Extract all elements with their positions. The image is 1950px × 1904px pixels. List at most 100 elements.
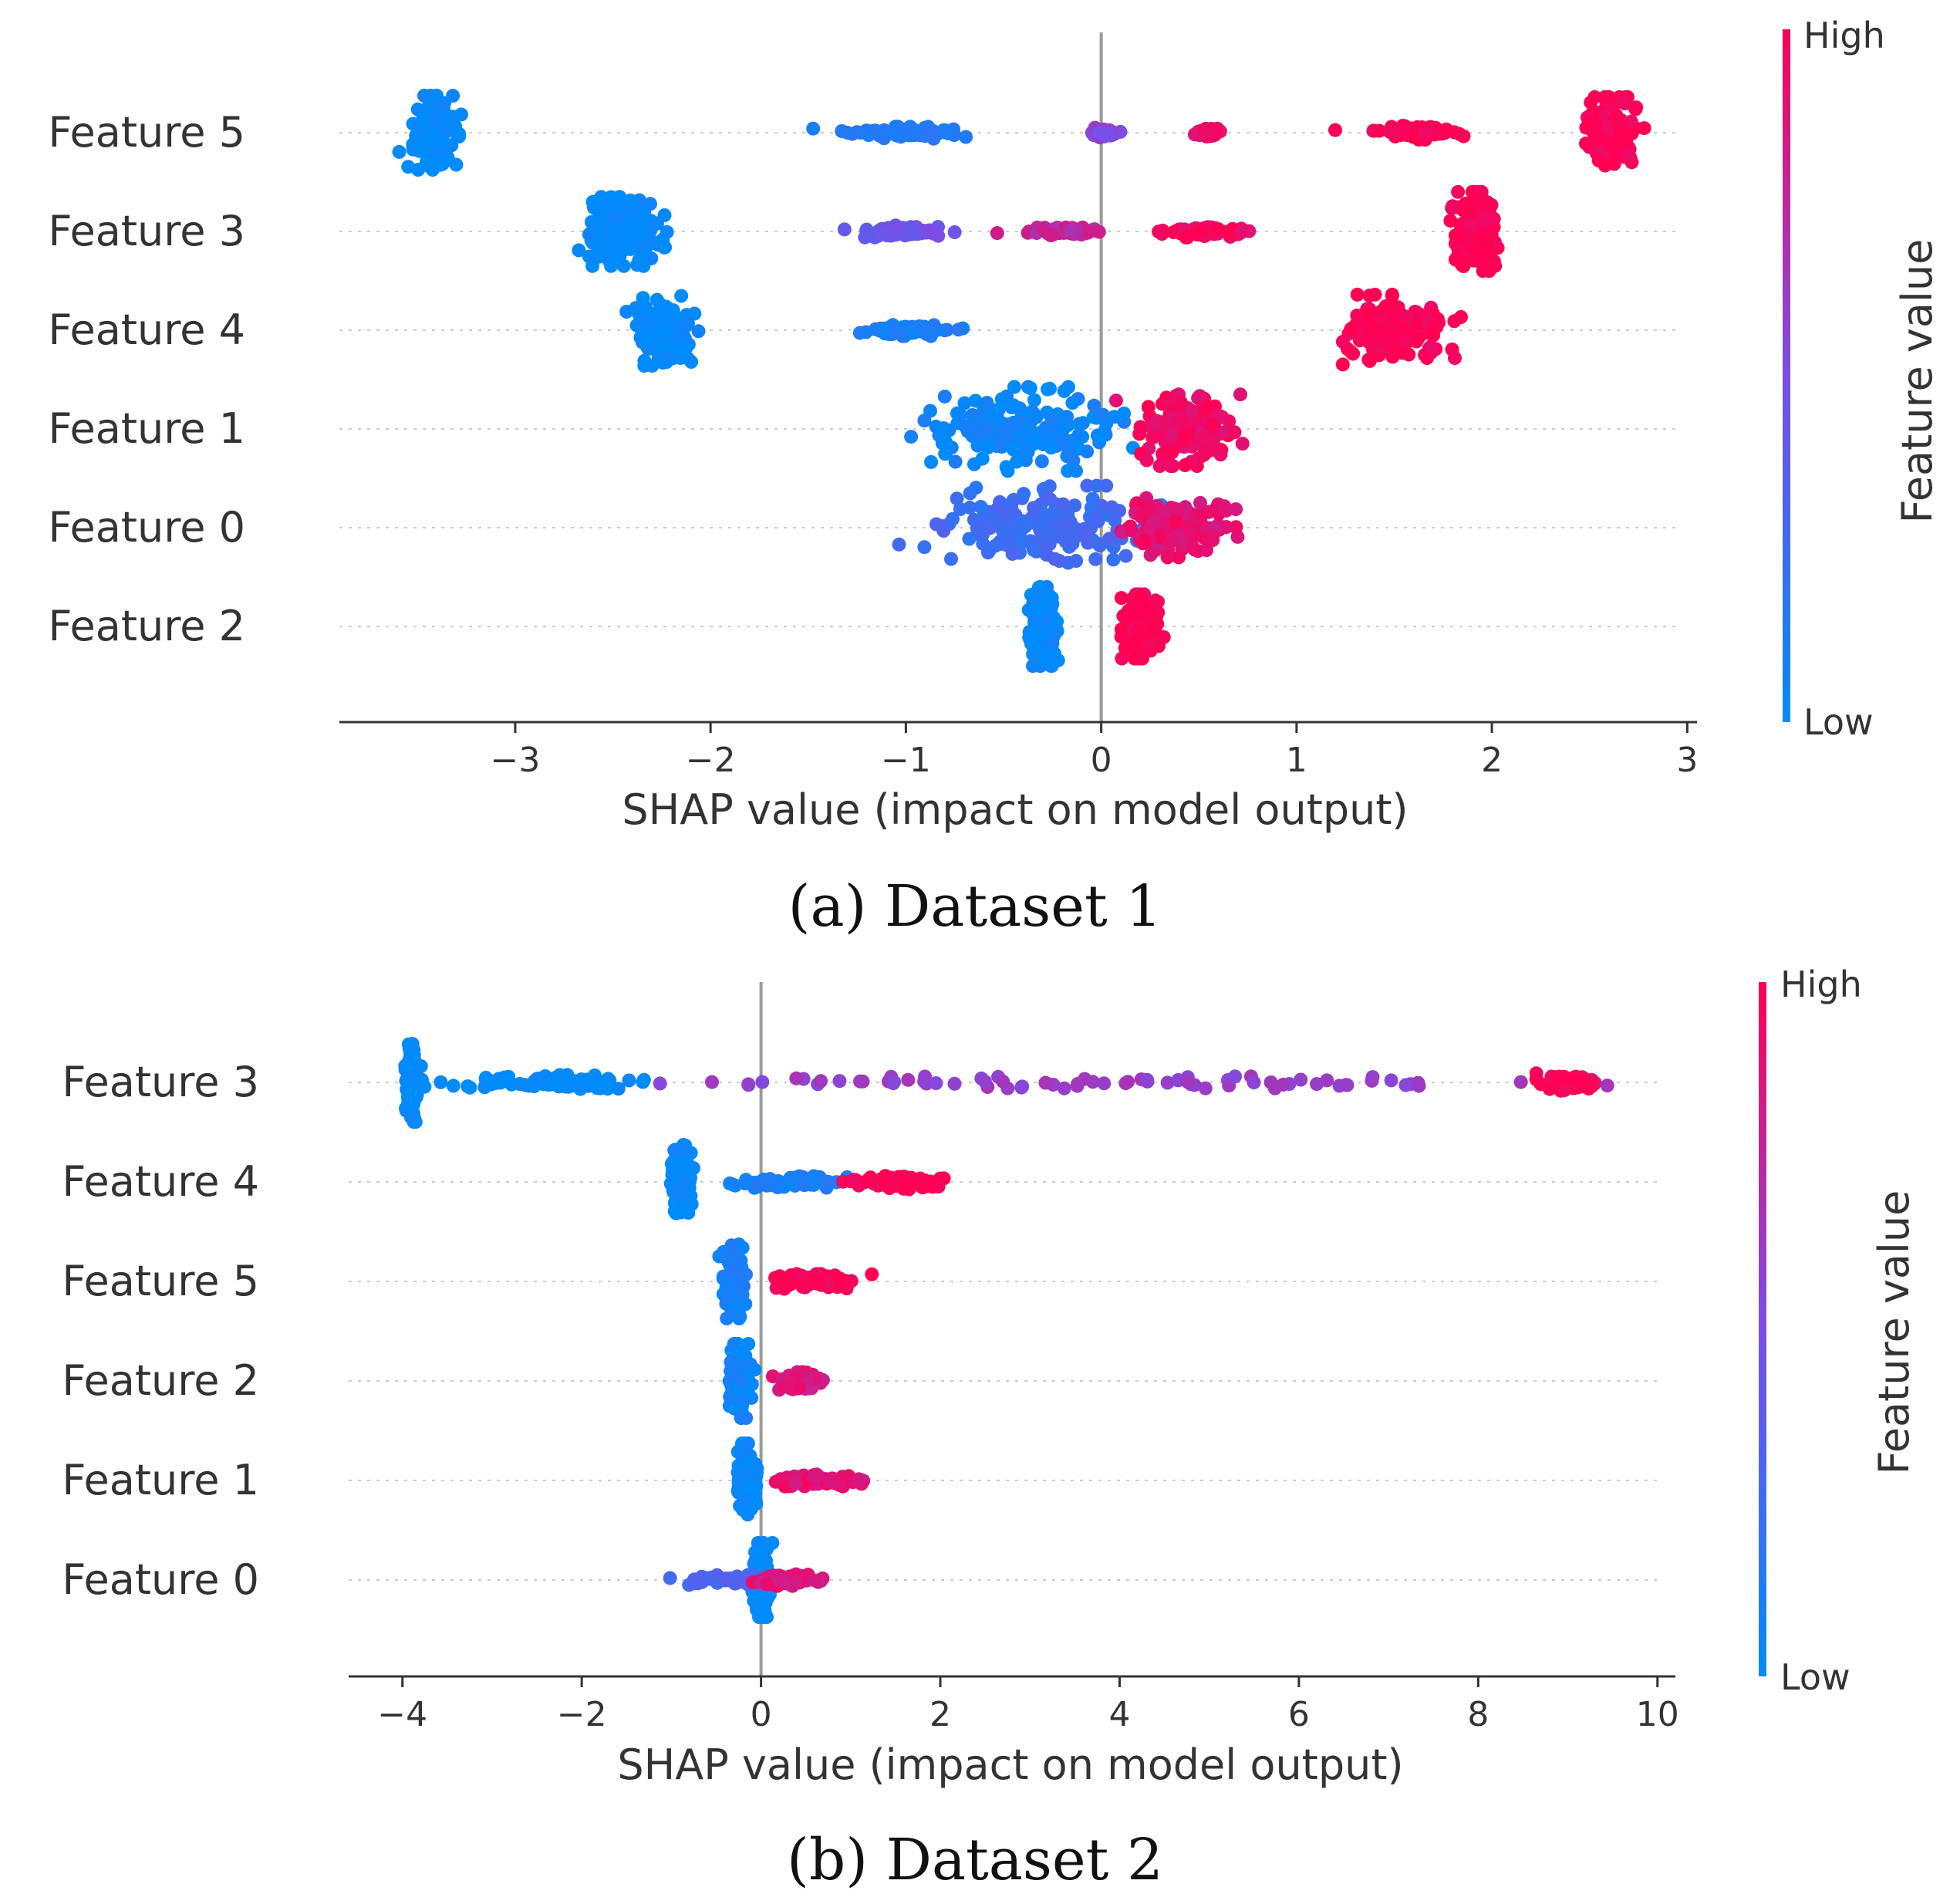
shap-point [1044, 228, 1058, 243]
shap-point [1529, 1072, 1543, 1086]
shap-point [1007, 380, 1021, 394]
shap-point [962, 532, 977, 546]
shap-point [1027, 501, 1041, 515]
shap-point [760, 1577, 774, 1592]
panel-b-colorbar-high: High [1780, 964, 1862, 1005]
shap-point [657, 208, 672, 222]
panel-b-colorbar-low: Low [1780, 1656, 1850, 1698]
shap-point [1138, 533, 1152, 548]
shap-point [1164, 501, 1179, 515]
shap-point [902, 1175, 917, 1190]
shap-point [1180, 1075, 1195, 1089]
shap-point [1411, 332, 1425, 346]
shap-point [636, 291, 650, 306]
shap-point [446, 89, 461, 103]
shap-point [1579, 120, 1594, 135]
shap-point [720, 1312, 734, 1325]
shap-point [1223, 227, 1237, 241]
shap-point [421, 121, 436, 136]
shap-point [924, 454, 939, 469]
shap-point [1043, 491, 1058, 506]
shap-point [999, 428, 1014, 443]
shap-point [1069, 554, 1084, 568]
shap-point [811, 1275, 825, 1290]
shap-point [404, 1109, 419, 1123]
shap-point [1152, 530, 1167, 544]
feature-label: Feature 5 [48, 108, 245, 157]
shap-point [730, 1270, 744, 1285]
shap-point [1068, 432, 1083, 447]
shap-point [618, 235, 633, 249]
shap-point [647, 329, 662, 344]
shap-point [923, 324, 938, 339]
shap-point [530, 1072, 545, 1086]
shap-point [1093, 430, 1108, 445]
panel-b-x-axis: −4 −2 0 2 4 6 8 10 [349, 1675, 1679, 1734]
shap-point [658, 240, 673, 255]
shap-point [1095, 407, 1110, 422]
shap-point [679, 1143, 693, 1157]
shap-point [994, 392, 1009, 407]
shap-point [1118, 549, 1133, 563]
shap-point [1145, 430, 1160, 445]
shap-point [407, 1091, 421, 1106]
shap-point [1121, 1075, 1135, 1089]
panel-a-x-axis: −3 −2 −1 0 1 2 3 [339, 721, 1698, 780]
x-tick-label: 0 [1091, 741, 1112, 780]
x-tick-label: −2 [557, 1695, 607, 1734]
shap-point [1233, 387, 1247, 402]
feature-label: Feature 0 [48, 503, 245, 552]
shap-point [968, 393, 983, 408]
shap-point [1601, 120, 1615, 135]
shap-point [938, 447, 953, 461]
shap-point [1139, 453, 1154, 468]
shap-point [1045, 636, 1060, 650]
shap-point [1193, 495, 1207, 510]
shap-point [948, 454, 963, 469]
shap-point [977, 1074, 992, 1089]
shap-point [636, 1072, 651, 1087]
shap-point [1178, 458, 1193, 472]
feature-label: Feature 3 [48, 207, 245, 255]
shap-point [694, 1571, 709, 1586]
shap-point [904, 326, 918, 340]
panel-b-x-axis-label: SHAP value (impact on model output) [617, 1740, 1403, 1789]
shap-point [1579, 137, 1593, 150]
shap-point [795, 1268, 809, 1283]
x-tick-label: 10 [1636, 1695, 1679, 1734]
shap-point [1048, 506, 1062, 521]
feature-label: Feature 2 [48, 602, 245, 650]
shap-point [753, 1543, 768, 1558]
shap-point [593, 199, 608, 214]
shap-point [957, 396, 972, 410]
panel-b-caption: (b) Dataset 2 [787, 1827, 1163, 1893]
shap-point [1007, 546, 1021, 561]
shap-point [1195, 430, 1209, 445]
shap-point [1182, 525, 1197, 539]
shap-point [951, 322, 966, 337]
shap-point [633, 228, 648, 243]
shap-point [1463, 218, 1478, 232]
shap-point [1185, 538, 1199, 553]
shap-point [1017, 487, 1031, 501]
panel-b-colorbar-gradient [1759, 982, 1766, 1676]
shap-point [1072, 417, 1087, 431]
shap-point [1448, 351, 1462, 365]
shap-point [788, 1575, 803, 1589]
shap-point [734, 1374, 749, 1389]
shap-point [1217, 499, 1232, 514]
shap-point [959, 419, 973, 434]
shap-point [938, 123, 953, 137]
shap-point [865, 1267, 879, 1281]
shap-point [1213, 447, 1228, 462]
shap-point [904, 430, 919, 444]
shap-point [1135, 508, 1149, 522]
shap-point [616, 258, 631, 273]
shap-point [917, 1074, 932, 1089]
shap-point [814, 1074, 828, 1089]
shap-point [1026, 659, 1040, 673]
shap-point [1577, 1074, 1591, 1089]
shap-point [1191, 391, 1206, 405]
shap-point [1013, 530, 1027, 545]
shap-point [1247, 1075, 1261, 1089]
